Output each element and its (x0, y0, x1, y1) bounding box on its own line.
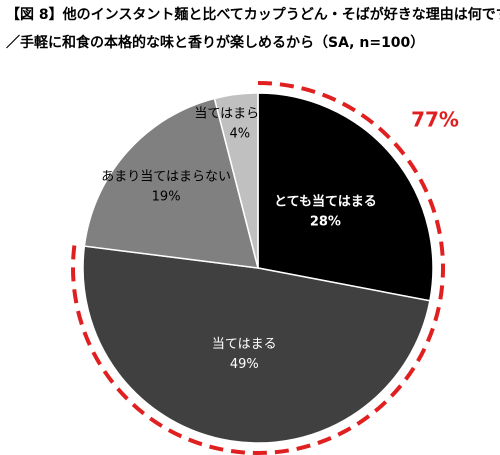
highlight-arc (71, 81, 445, 455)
pie-slice (213, 92, 259, 269)
slice-label: とても当てはまる (274, 194, 377, 210)
slice-value: 19% (152, 189, 181, 204)
annotation: 77% (411, 108, 459, 132)
slice-label: 当てはまる (212, 337, 277, 352)
slice-value: 4% (229, 126, 250, 141)
pie-slice (83, 97, 260, 269)
chart-subtitle: ／手軽に和食の本格的な味と香りが楽しめるから（SA, n=100） (6, 34, 424, 51)
chart-title: 【図 8】他のインスタント麺と比べてカップうどん・そばが好きな理由は何ですか？ (6, 6, 500, 23)
pie-slice (82, 245, 431, 444)
slice-value: 28% (310, 215, 341, 230)
slice-label: 当てはまらない (194, 106, 285, 121)
slice-label: あまり当てはまらない (101, 169, 231, 184)
pie-slice (257, 92, 434, 302)
slice-value: 49% (230, 357, 259, 372)
